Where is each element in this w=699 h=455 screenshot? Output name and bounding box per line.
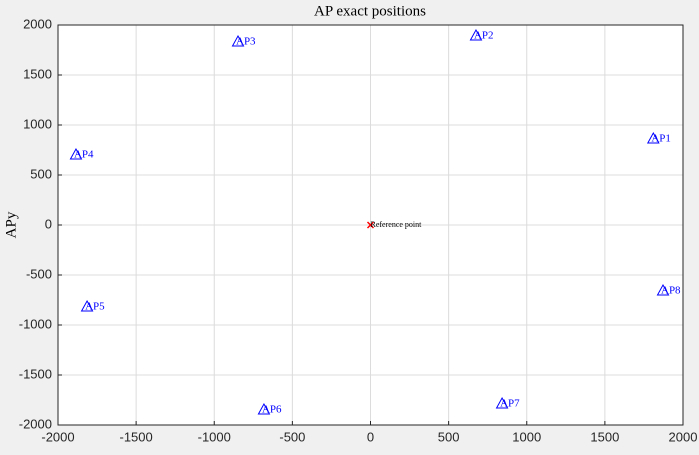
x-tick-label: -2000 — [41, 429, 74, 444]
y-tick-label: -2000 — [19, 416, 52, 431]
marker — [656, 283, 670, 296]
y-tick-label: -500 — [26, 266, 52, 281]
chart-title: AP exact positions — [314, 3, 426, 19]
marker — [469, 28, 483, 41]
y-tick-label: -1500 — [19, 366, 52, 381]
marker — [366, 221, 375, 229]
y-tick-label: 2000 — [23, 16, 52, 31]
marker — [646, 131, 660, 144]
x-tick-label: 1000 — [512, 429, 541, 444]
y-tick-label: 1000 — [23, 116, 52, 131]
x-tick-label: 0 — [367, 429, 374, 444]
x-tick-label: -1500 — [120, 429, 153, 444]
marker — [495, 396, 509, 409]
point-label: Reference point — [371, 220, 423, 229]
point-label: AP1 — [651, 133, 671, 145]
plot-frame — [57, 24, 684, 426]
y-axis-label: APy — [3, 211, 19, 238]
marker — [80, 299, 94, 312]
point-label: AP5 — [85, 301, 105, 313]
y-tick-label: 1500 — [23, 66, 52, 81]
point-label: AP2 — [474, 30, 494, 42]
point-label: AP3 — [236, 36, 256, 48]
marker — [257, 402, 271, 415]
x-tick-label: 500 — [438, 429, 460, 444]
point-label: AP6 — [262, 404, 282, 416]
x-tick-label: 2000 — [669, 429, 698, 444]
x-tick-label: 1500 — [590, 429, 619, 444]
x-tick-label: -1000 — [198, 429, 231, 444]
x-tick-label: -500 — [279, 429, 305, 444]
marker — [69, 147, 83, 160]
point-label: AP8 — [661, 285, 681, 297]
marker — [231, 34, 245, 47]
y-tick-label: 500 — [30, 166, 52, 181]
point-label: AP4 — [74, 149, 94, 161]
y-tick-label: 0 — [45, 216, 52, 231]
point-label: AP7 — [500, 398, 520, 410]
y-tick-label: -1000 — [19, 316, 52, 331]
